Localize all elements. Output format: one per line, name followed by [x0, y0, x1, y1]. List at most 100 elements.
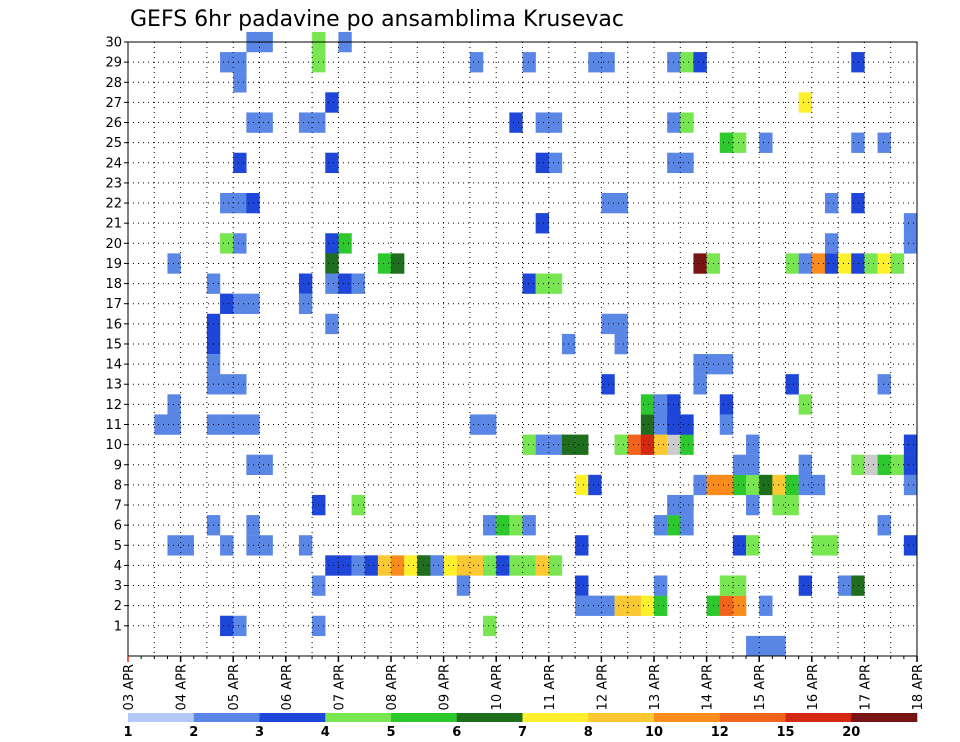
colorbar-label: 8 [584, 725, 593, 740]
heatmap-cell [548, 152, 563, 174]
heatmap-cell [588, 474, 602, 496]
heatmap-cell [785, 494, 799, 516]
colorbar: 1 2 3 4 5 6 7 8 10 12 15 20 [123, 713, 918, 740]
heatmap-cell [785, 374, 799, 395]
heatmap-cell [404, 555, 418, 576]
colorbar-swatch [588, 713, 655, 722]
heatmap-cell [693, 354, 707, 375]
heatmap-cell [220, 615, 234, 637]
heatmap-cell [338, 233, 352, 254]
heatmap-cell [614, 313, 628, 335]
heatmap-cell [824, 192, 839, 214]
heatmap-cell [522, 555, 536, 576]
heatmap-cell [338, 555, 352, 576]
heatmap-cell [693, 253, 707, 274]
heatmap-cell [719, 354, 734, 375]
heatmap-cell [851, 52, 865, 73]
heatmap-cell [877, 454, 891, 476]
heatmap-cell [298, 293, 313, 314]
colorbar-swatch [851, 713, 918, 722]
heatmap-cell [220, 52, 234, 73]
heatmap-cell [772, 635, 786, 657]
heatmap-cell [220, 374, 234, 395]
heatmap-cell [824, 253, 839, 274]
heatmap-cell [719, 474, 734, 496]
heatmap-cell [614, 333, 628, 355]
heatmap-cell [746, 474, 760, 496]
y-tick-label: 4 [114, 559, 122, 574]
y-tick-label: 23 [105, 176, 122, 191]
heatmap-cell [759, 595, 773, 616]
heatmap-cell [167, 253, 181, 274]
heatmap-cell [496, 555, 510, 576]
heatmap-cell [548, 273, 563, 294]
y-tick-label: 9 [114, 458, 122, 473]
heatmap-cell [693, 52, 707, 73]
heatmap-cell [325, 555, 339, 576]
y-tick-label: 20 [105, 237, 122, 252]
heatmap-cell [167, 414, 181, 435]
heatmap-cell [575, 434, 589, 455]
y-tick-label: 30 [105, 36, 122, 51]
colorbar-swatch [654, 713, 721, 722]
heatmap-cell [535, 273, 549, 294]
heatmap-cell [654, 575, 668, 596]
x-tick-label: 08 APR [385, 664, 400, 710]
heatmap-cell [180, 535, 194, 556]
heatmap-cell [233, 233, 247, 254]
heatmap-cell [233, 374, 247, 395]
heatmap-cell [732, 132, 747, 153]
x-tick-label: 09 APR [438, 664, 453, 710]
heatmap-cell [680, 494, 694, 516]
x-tick-label: 13 APR [648, 664, 663, 710]
heatmap-cell [877, 132, 891, 153]
colorbar-label: 20 [842, 725, 860, 740]
heatmap-cell [509, 555, 523, 576]
x-tick-label: 10 APR [490, 664, 505, 710]
heatmap-cell [548, 555, 563, 576]
heatmap-cell [588, 52, 602, 73]
heatmap-cell [338, 273, 352, 294]
heatmap-cell [627, 595, 642, 616]
heatmap-cell [259, 454, 273, 476]
heatmap-cell [746, 434, 760, 455]
heatmap-cell [233, 152, 247, 174]
y-tick-label: 18 [105, 277, 122, 292]
heatmap-cell [680, 112, 694, 133]
colorbar-label: 1 [123, 725, 132, 740]
heatmap-cell [233, 293, 247, 314]
heatmap-cell [864, 253, 878, 274]
heatmap-cell [877, 374, 891, 395]
x-tick-label: 05 APR [227, 664, 242, 710]
heatmap-cell [640, 595, 655, 616]
y-tick-label: 3 [114, 579, 122, 594]
heatmap-cell [548, 112, 563, 133]
heatmap-cell [772, 474, 786, 496]
heatmap-cell [680, 414, 694, 435]
heatmap-cell [654, 414, 668, 435]
heatmap-cell [325, 253, 339, 274]
heatmap-cell [693, 474, 707, 496]
y-tick-label: 13 [105, 378, 122, 393]
colorbar-swatch [719, 713, 786, 722]
colorbar-swatch [325, 713, 392, 722]
heatmap-cell [903, 474, 918, 496]
heatmap-cell [325, 313, 339, 335]
heatmap-cell [719, 394, 734, 415]
heatmap-cell [233, 72, 247, 93]
y-tick-label: 12 [105, 398, 122, 413]
y-tick-label: 21 [105, 217, 122, 232]
heatmap-cell [627, 434, 642, 455]
heatmap-cell [798, 394, 812, 415]
heatmap-cell [364, 555, 379, 576]
heatmap-cell [719, 132, 734, 153]
heatmap-cell [851, 454, 865, 476]
y-tick-label: 5 [114, 539, 122, 554]
heatmap-cell [325, 92, 339, 113]
heatmap-cell [693, 374, 707, 395]
heatmap-cell [824, 535, 839, 556]
y-tick-label: 2 [114, 599, 122, 614]
heatmap-cell [759, 635, 773, 657]
colorbar-label: 5 [386, 725, 395, 740]
heatmap-cell [864, 454, 878, 476]
